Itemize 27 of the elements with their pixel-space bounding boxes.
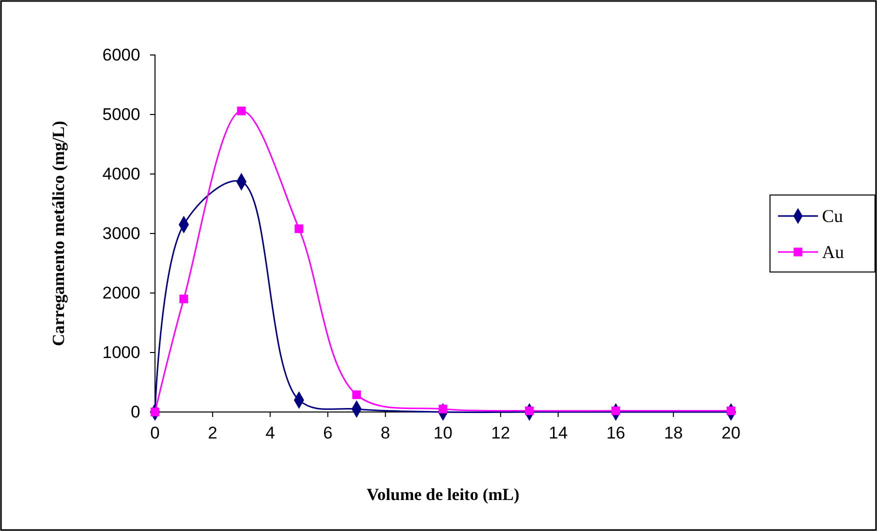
y-tick-label: 1000 bbox=[102, 342, 140, 362]
point bbox=[294, 224, 304, 234]
y-tick-label: 4000 bbox=[102, 164, 140, 184]
legend-label: Au bbox=[822, 242, 844, 262]
point bbox=[611, 406, 620, 416]
y-tick-label: 0 bbox=[130, 402, 140, 422]
y-axis-title: Carregamento metálico (mg/L) bbox=[49, 120, 68, 346]
x-axis-title: Volume de leito (mL) bbox=[366, 485, 520, 504]
x-tick-label: 2 bbox=[208, 424, 218, 443]
point bbox=[179, 294, 188, 304]
x-tick-label: 16 bbox=[606, 424, 626, 443]
x-tick-label: 14 bbox=[548, 424, 568, 443]
x-tick-label: 10 bbox=[434, 424, 452, 443]
y-tick-label: 2000 bbox=[102, 283, 140, 302]
y-tick-label: 3000 bbox=[102, 224, 140, 243]
point bbox=[237, 106, 246, 116]
x-tick-label: 0 bbox=[150, 424, 160, 443]
x-tick-label: 6 bbox=[323, 424, 333, 443]
legend-label: Cu bbox=[822, 206, 844, 226]
point bbox=[352, 390, 361, 400]
x-tick-label: 8 bbox=[380, 424, 390, 443]
y-tick-label: 6000 bbox=[102, 45, 140, 64]
x-tick-label: 12 bbox=[491, 424, 510, 443]
x-tick-label: 20 bbox=[722, 424, 740, 443]
y-tick-label: 5000 bbox=[102, 104, 140, 124]
x-tick-label: 4 bbox=[265, 424, 275, 443]
x-tick-label: 18 bbox=[664, 424, 683, 443]
